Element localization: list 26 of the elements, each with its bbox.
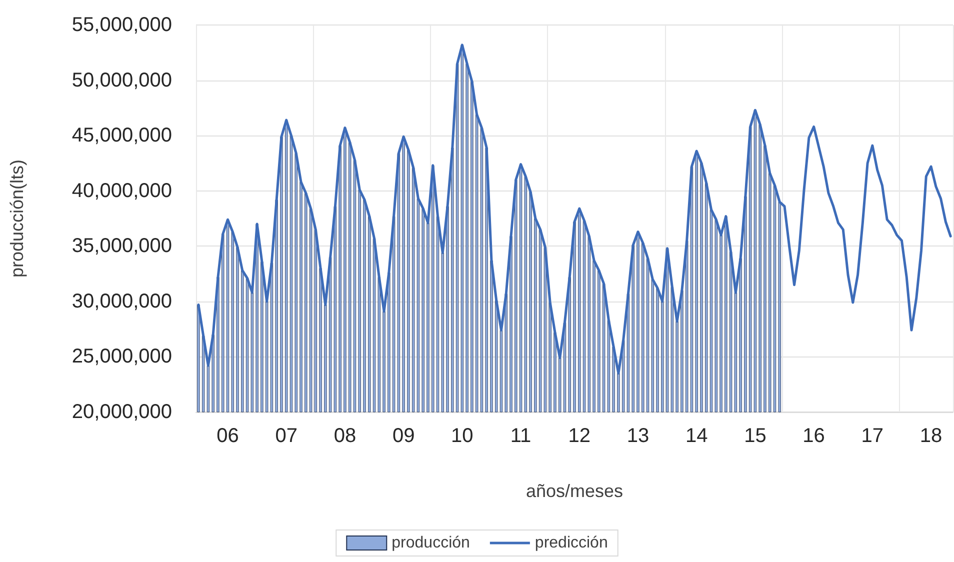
y-tick-label: 20,000,000 [72, 401, 172, 423]
y-tick-label: 55,000,000 [72, 14, 172, 36]
legend-label: predicción [534, 534, 608, 552]
y-tick-label: 50,000,000 [72, 69, 172, 92]
x-tick-label: 07 [275, 425, 298, 447]
x-axis-title: años/meses [526, 481, 624, 501]
legend-label: producción [392, 534, 470, 552]
y-tick-label: 40,000,000 [72, 180, 172, 202]
x-tick-label: 11 [510, 425, 532, 447]
y-tick-label: 35,000,000 [72, 235, 172, 258]
y-tick-label: 30,000,000 [72, 290, 172, 312]
x-tick-label: 12 [568, 425, 591, 447]
x-tick-label: 17 [861, 425, 884, 447]
x-tick-label: 16 [802, 425, 825, 447]
x-tick-label: 15 [744, 425, 766, 447]
y-axis-title: producción(lts) [7, 159, 27, 278]
y-tick-label: 45,000,000 [72, 124, 172, 147]
x-tick-label: 09 [392, 425, 415, 447]
x-tick-label: 13 [626, 425, 650, 447]
x-tick-label: 06 [216, 425, 239, 447]
y-tick-label: 25,000,000 [72, 346, 172, 368]
x-tick-label: 08 [334, 425, 356, 447]
x-tick-label: 14 [685, 425, 708, 447]
line-series [197, 44, 952, 375]
x-tick-label: 18 [920, 425, 942, 447]
x-tick-label: 10 [451, 425, 474, 447]
